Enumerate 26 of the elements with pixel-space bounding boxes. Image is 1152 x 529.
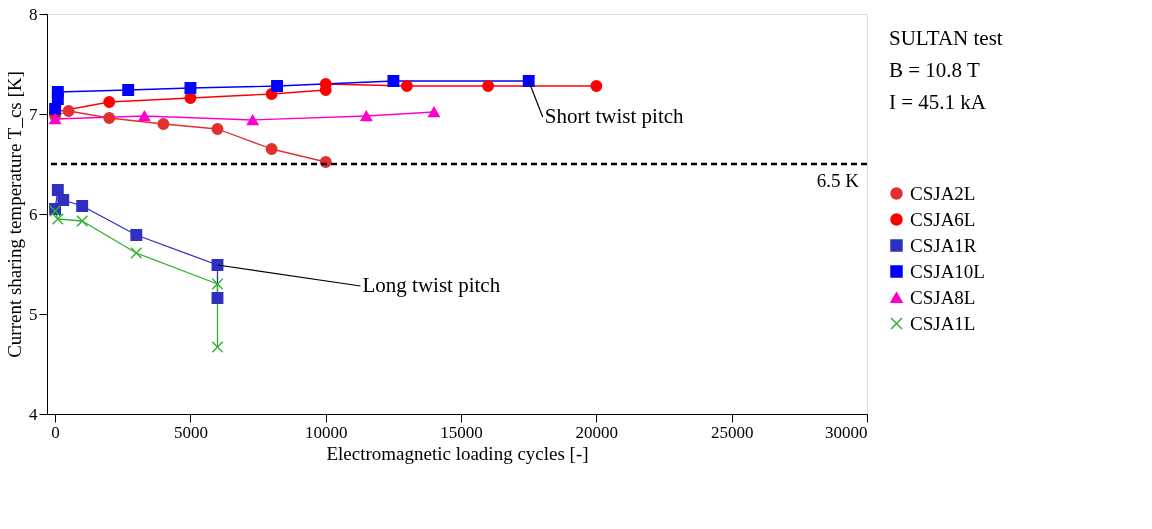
legend-label: CSJA2L <box>910 182 976 204</box>
text: I = 45.1 kA <box>889 90 987 114</box>
ref-line-label: 6.5 K <box>816 170 860 191</box>
x-tick-label: 10000 <box>305 422 348 442</box>
y-tick-label: 4 <box>29 404 38 424</box>
legend-label: CSJA1L <box>910 312 976 334</box>
x-axis-title: Electromagnetic loading cycles [-] <box>326 442 589 464</box>
y-tick-label: 8 <box>29 4 38 24</box>
text: SULTAN test <box>889 26 1003 50</box>
text: B = 10.8 T <box>889 58 980 82</box>
annotation: Short twist pitch <box>544 104 685 128</box>
y-tick-label: 6 <box>29 204 38 224</box>
legend-label: CSJA10L <box>910 260 985 282</box>
x-tick-label: 0 <box>51 422 60 442</box>
y-axis-title: Current sharing temperature T_cs [K] <box>4 71 25 358</box>
y-tick-label: 5 <box>29 304 38 324</box>
x-tick-label: 20000 <box>575 422 619 442</box>
legend-label: CSJA8L <box>910 286 976 308</box>
x-tick-label: 15000 <box>440 422 483 442</box>
x-tick-label: 5000 <box>173 422 208 442</box>
legend-label: CSJA6L <box>910 208 976 230</box>
x-tick-label: 25000 <box>710 422 754 442</box>
y-tick-label: 7 <box>29 104 38 124</box>
annotation: Long twist pitch <box>362 273 501 297</box>
x-tick-label: 30000 <box>825 422 868 442</box>
legend-label: CSJA1R <box>910 234 977 256</box>
